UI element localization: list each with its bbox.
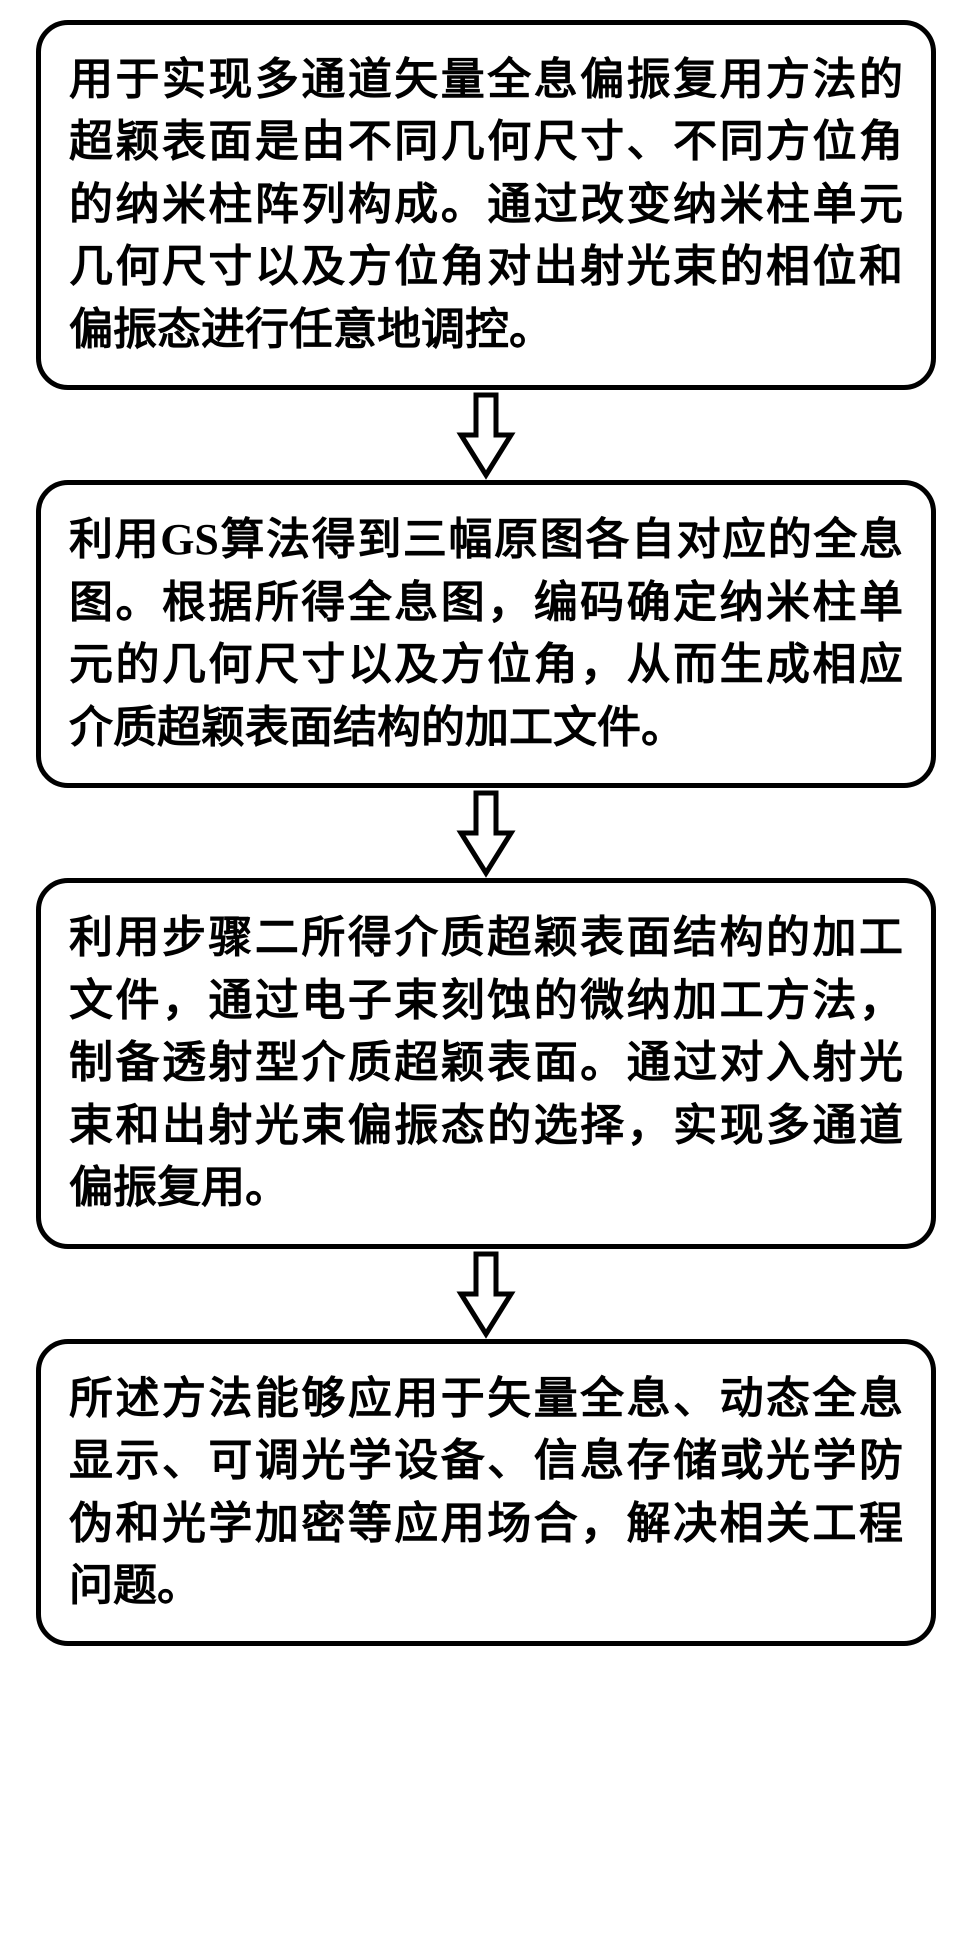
flow-step-1: 用于实现多通道矢量全息偏振复用方法的超颖表面是由不同几何尺寸、不同方位角的纳米柱… [36,20,936,390]
flow-step-4: 所述方法能够应用于矢量全息、动态全息显示、可调光学设备、信息存储或光学防伪和光学… [36,1339,936,1647]
flow-step-4-text: 所述方法能够应用于矢量全息、动态全息显示、可调光学设备、信息存储或光学防伪和光学… [69,1368,903,1618]
arrow-down-icon [456,390,516,480]
arrow-down-icon [456,1249,516,1339]
flow-step-1-text: 用于实现多通道矢量全息偏振复用方法的超颖表面是由不同几何尺寸、不同方位角的纳米柱… [69,49,903,361]
flow-step-3-text: 利用步骤二所得介质超颖表面结构的加工文件，通过电子束刻蚀的微纳加工方法，制备透射… [69,907,903,1219]
flow-step-2-text: 利用GS算法得到三幅原图各自对应的全息图。根据所得全息图，编码确定纳米柱单元的几… [69,509,903,759]
flow-arrow-3 [20,1249,952,1339]
flow-step-2: 利用GS算法得到三幅原图各自对应的全息图。根据所得全息图，编码确定纳米柱单元的几… [36,480,936,788]
flow-arrow-2 [20,788,952,878]
flow-step-3: 利用步骤二所得介质超颖表面结构的加工文件，通过电子束刻蚀的微纳加工方法，制备透射… [36,878,936,1248]
flow-arrow-1 [20,390,952,480]
arrow-down-icon [456,788,516,878]
